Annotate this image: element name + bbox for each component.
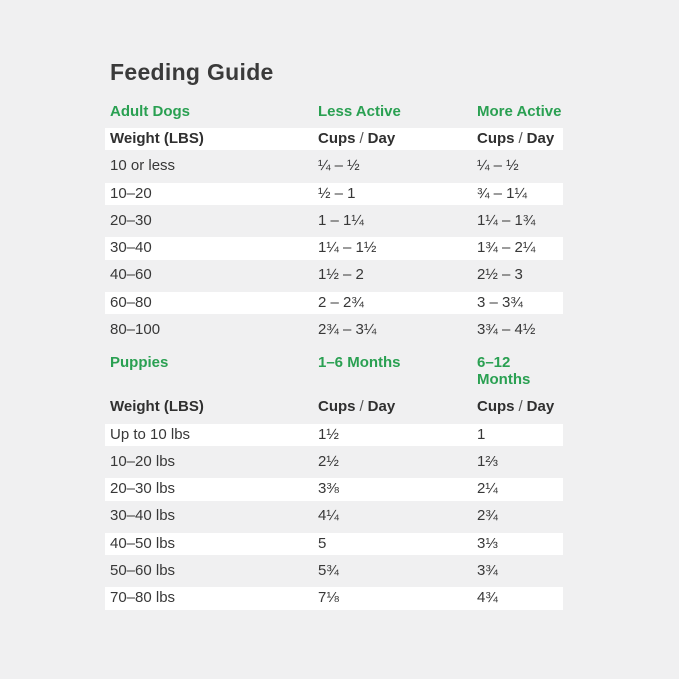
cups-cell: 3⅜ xyxy=(318,480,339,498)
page-title: Feeding Guide xyxy=(110,59,274,85)
slash-separator: / xyxy=(359,130,364,147)
weight-cell: 20–30 lbs xyxy=(110,480,176,498)
cups-cell: 2¾ xyxy=(477,507,498,525)
table-row: 20–30 1 – 1¼ 1¼ – 1¾ xyxy=(105,210,563,232)
cups-cell: 1¾ – 2¼ xyxy=(477,239,536,257)
cups-per-day-header-cell: Cups / Day xyxy=(472,128,563,150)
cups-cell: 1 – 1¼ xyxy=(318,211,364,229)
column-header-more-active: More Active xyxy=(477,103,562,120)
puppies-table: Weight (LBS) Cups / Day Cups / Day Up to 10 … xyxy=(105,396,563,610)
table-row: 20–30 lbs 3⅜ 2¼ xyxy=(105,478,563,501)
cups-cell: 2¼ xyxy=(477,480,498,498)
cups-cell: 1¼ – 1½ xyxy=(318,239,377,257)
table-row: 30–40 1¼ – 1½ 1¾ – 2¼ xyxy=(105,237,563,260)
cups-cell: 2½ xyxy=(318,452,339,470)
table-row: 50–60 lbs 5¾ 3¾ xyxy=(105,560,563,582)
adult-dogs-table: Weight (LBS) Cups / Day Cups / Day 10 or les… xyxy=(105,128,563,341)
weight-cell: 70–80 lbs xyxy=(110,589,176,607)
cups-cell: 2½ – 3 xyxy=(477,266,523,284)
cups-word: Cups xyxy=(477,130,515,147)
weight-cell: 60–80 xyxy=(110,293,152,311)
cups-cell: 4¾ xyxy=(477,589,498,607)
cups-per-day-header-cell: Cups / Day xyxy=(313,396,472,418)
section-header-adult-dogs: Adult Dogs Less Active More Active xyxy=(105,103,563,120)
cups-cell: ½ – 1 xyxy=(318,184,356,202)
slash-separator: / xyxy=(359,398,364,416)
table-row: 60–80 2 – 2¾ 3 – 3¾ xyxy=(105,291,563,315)
cups-word: Cups xyxy=(477,398,515,416)
table-row: 10 or less ¼ – ½ ¼ – ½ xyxy=(105,155,563,177)
column-header-less-active: Less Active xyxy=(318,103,401,120)
weight-cell: 50–60 lbs xyxy=(110,562,176,580)
table-row: 80–100 2¾ – 3¼ 3¾ – 4½ xyxy=(105,319,563,341)
cups-cell: 1½ – 2 xyxy=(318,266,364,284)
cups-cell: 1¼ – 1¾ xyxy=(477,211,536,229)
weight-cell: 10–20 lbs xyxy=(110,452,176,470)
cups-cell: 1 xyxy=(477,425,486,443)
cups-cell: 3 – 3¾ xyxy=(477,293,523,311)
cups-cell: 3¾ xyxy=(477,562,498,580)
day-word: Day xyxy=(526,130,555,147)
weight-cell: 80–100 xyxy=(110,320,161,338)
table-subheader-row: Weight (LBS) Cups / Day Cups / Day xyxy=(105,396,563,418)
section-header-puppies: Puppies 1–6 Months 6–12 Months xyxy=(105,354,563,388)
cups-cell: ¾ – 1¼ xyxy=(477,184,528,202)
column-header-1-6-months: 1–6 Months xyxy=(318,354,401,372)
cups-cell: 5¾ xyxy=(318,562,339,580)
cups-cell: ¼ – ½ xyxy=(477,157,519,175)
cups-cell: 2 – 2¾ xyxy=(318,293,364,311)
table-row: 10–20 ½ – 1 ¾ – 1¼ xyxy=(105,182,563,205)
cups-cell: 1½ xyxy=(318,425,339,443)
day-word: Day xyxy=(367,398,396,416)
table-row: 40–60 1½ – 2 2½ – 3 xyxy=(105,264,563,286)
feeding-guide: Feeding Guide Adult Dogs Less Active Mor… xyxy=(105,58,563,615)
cups-cell: 1⅔ xyxy=(477,452,498,470)
weight-cell: 10–20 xyxy=(110,184,152,202)
cups-cell: 2¾ – 3¼ xyxy=(318,320,377,338)
table-row: Up to 10 lbs 1½ 1 xyxy=(105,423,563,447)
table-row: 40–50 lbs 5 3⅓ xyxy=(105,532,563,556)
column-header-6-12-months: 6–12 Months xyxy=(477,354,531,389)
cups-cell: 3¾ – 4½ xyxy=(477,320,536,338)
day-word: Day xyxy=(367,130,396,147)
cups-per-day-header-cell: Cups / Day xyxy=(472,396,563,418)
cups-word: Cups xyxy=(318,398,356,416)
weight-cell: 10 or less xyxy=(110,157,176,175)
weight-header-cell: Weight (LBS) xyxy=(110,130,204,147)
cups-cell: 7⅛ xyxy=(318,589,339,607)
cups-cell: 3⅓ xyxy=(477,534,498,552)
weight-cell: 30–40 lbs xyxy=(110,507,176,525)
cups-cell: 5 xyxy=(318,534,327,552)
table-row: 30–40 lbs 4¼ 2¾ xyxy=(105,505,563,527)
weight-cell: 40–50 lbs xyxy=(110,534,176,552)
day-word: Day xyxy=(526,398,555,416)
weight-cell: 30–40 xyxy=(110,239,152,257)
weight-cell: 40–60 xyxy=(110,266,152,284)
cups-per-day-header-cell: Cups / Day xyxy=(313,128,472,150)
section-title-puppies: Puppies xyxy=(110,354,169,372)
cups-cell: 4¼ xyxy=(318,507,339,525)
section-title-adult-dogs: Adult Dogs xyxy=(110,103,190,120)
slash-separator: / xyxy=(518,398,523,416)
table-subheader-row: Weight (LBS) Cups / Day Cups / Day xyxy=(105,128,563,151)
weight-header-cell: Weight (LBS) xyxy=(110,398,204,416)
weight-cell: Up to 10 lbs xyxy=(110,425,191,443)
weight-cell: 20–30 xyxy=(110,211,152,229)
slash-separator: / xyxy=(518,130,523,147)
table-row: 70–80 lbs 7⅛ 4¾ xyxy=(105,587,563,610)
cups-cell: ¼ – ½ xyxy=(318,157,360,175)
table-row: 10–20 lbs 2½ 1⅔ xyxy=(105,451,563,473)
cups-word: Cups xyxy=(318,130,356,147)
